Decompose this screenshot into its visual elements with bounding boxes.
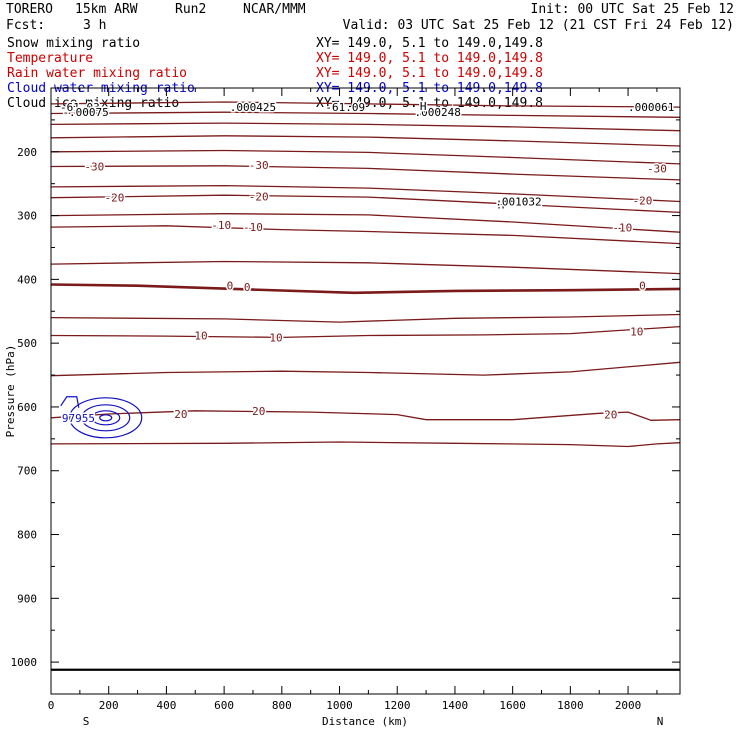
- temperature-contour--10: [50, 225, 681, 245]
- x-end-label-south: S: [83, 715, 90, 728]
- y-tick-label: 300: [17, 210, 37, 223]
- contour-label: -30: [84, 160, 104, 173]
- temperature-contour-10: [50, 325, 681, 339]
- x-tick-label: 1600: [499, 699, 526, 712]
- legend-field-name: Rain water mixing ratio: [7, 66, 187, 81]
- y-tick-label: 800: [17, 529, 37, 542]
- contour-label: .000425: [230, 101, 276, 114]
- contour-label: 0: [227, 280, 234, 293]
- legend-field-name: Temperature: [7, 51, 93, 66]
- legend-field-range: XY= 149.0, 5.1 to 149.0,149.8: [316, 36, 543, 51]
- temperature-contour-0: [50, 283, 681, 295]
- temperature-contour--55: [50, 101, 681, 108]
- contour-label: 20: [174, 408, 187, 421]
- contour-label: 97955: [62, 412, 95, 425]
- contour-label: -30: [647, 162, 667, 175]
- forecast-label: Fcst:: [6, 18, 45, 33]
- x-tick-label: 1000: [326, 699, 353, 712]
- contour-label: -20: [105, 192, 125, 205]
- contour-label: 10: [630, 326, 643, 339]
- contour-label: -30: [249, 159, 269, 172]
- temperature-contour--40: [50, 135, 681, 147]
- contour-label: -20: [249, 190, 269, 203]
- model-title: TORERO: [6, 2, 53, 17]
- contour-label: H: [498, 199, 505, 212]
- x-tick-label: 800: [272, 699, 292, 712]
- contour-label: 20: [252, 405, 265, 418]
- legend-field-range: XY= 149.0, 5.1 to 149.0,149.8: [316, 96, 543, 111]
- contour-label: 0: [244, 281, 251, 294]
- y-tick-label: 600: [17, 401, 37, 414]
- resolution-label: 15km ARW: [75, 2, 138, 17]
- y-tick-label: 1000: [11, 656, 38, 669]
- forecast-hours: 3 h: [83, 18, 106, 33]
- temperature-contour--20: [50, 194, 681, 214]
- y-tick-label: 900: [17, 592, 37, 605]
- temperature-contour--15: [50, 213, 681, 233]
- contour-label: 0: [639, 280, 646, 293]
- field-legend: Snow mixing ratio XY= 149.0, 5.1 to 149.0…: [7, 36, 543, 111]
- temperature-contour--45: [50, 122, 681, 132]
- x-tick-label: 400: [156, 699, 176, 712]
- y-tick-label: 700: [17, 465, 37, 478]
- y-tick-label: 400: [17, 273, 37, 286]
- plot-frame: [50, 87, 681, 695]
- legend-field-range: XY= 149.0, 5.1 to 149.0,149.8: [316, 51, 543, 66]
- contour-label: -10: [211, 219, 231, 232]
- x-tick-label: 1800: [557, 699, 584, 712]
- cloud-water-contour: [91, 410, 121, 426]
- contour-label: -20: [633, 194, 653, 207]
- cloud-water-contour: [99, 414, 113, 422]
- run-label: Run2: [175, 2, 206, 17]
- valid-time: Valid: 03 UTC Sat 25 Feb 12 (21 CST Fri …: [343, 18, 734, 33]
- contour-label: -10: [612, 222, 632, 235]
- temperature-contour--50: [50, 111, 681, 118]
- x-tick-label: 200: [99, 699, 119, 712]
- contour-label: .001032: [495, 196, 541, 209]
- cloud-water-contour: [81, 404, 131, 432]
- contour-label: H: [420, 100, 427, 113]
- x-tick-label: 1400: [442, 699, 469, 712]
- temperature-contour-25: [50, 441, 681, 448]
- x-tick-label: 0: [48, 699, 55, 712]
- x-tick-label: 1200: [384, 699, 411, 712]
- contour-label: -61.03: [60, 101, 100, 114]
- y-axis-title: Pressure (hPa): [4, 345, 17, 438]
- y-tick-label: 200: [17, 146, 37, 159]
- temperature-contour-5: [50, 313, 681, 323]
- x-end-label-north: N: [657, 715, 664, 728]
- x-tick-label: 2000: [615, 699, 642, 712]
- temperature-contour-20: [50, 410, 681, 421]
- x-tick-label: 600: [214, 699, 234, 712]
- legend-field-range: XY= 149.0, 5.1 to 149.0,149.8: [316, 66, 543, 81]
- temperature-contour--35: [50, 149, 681, 165]
- contour-label: .000061: [628, 101, 674, 114]
- temperature-contour--30: [50, 165, 681, 181]
- cloud-water-contour: [69, 397, 143, 439]
- cloud-water-contour: [60, 396, 80, 408]
- y-tick-label: 500: [17, 337, 37, 350]
- contour-label: 10: [269, 331, 282, 344]
- contour-label: -.00075: [62, 106, 108, 119]
- contour-label: 20: [604, 409, 617, 422]
- temperature-contour--5: [50, 260, 681, 275]
- contour-label: 10: [194, 330, 207, 343]
- init-time: Init: 00 UTC Sat 25 Feb 12: [531, 2, 735, 17]
- org-label: NCAR/MMM: [243, 2, 306, 17]
- temperature-contour-15: [50, 361, 681, 377]
- contour-label: -10: [243, 221, 263, 234]
- x-axis-title: Distance (km): [322, 715, 408, 728]
- contour-label: .000248: [414, 106, 460, 119]
- contour-label: -61.09: [325, 101, 365, 114]
- legend-field-name: Snow mixing ratio: [7, 36, 140, 51]
- temperature-contour--25: [50, 184, 681, 203]
